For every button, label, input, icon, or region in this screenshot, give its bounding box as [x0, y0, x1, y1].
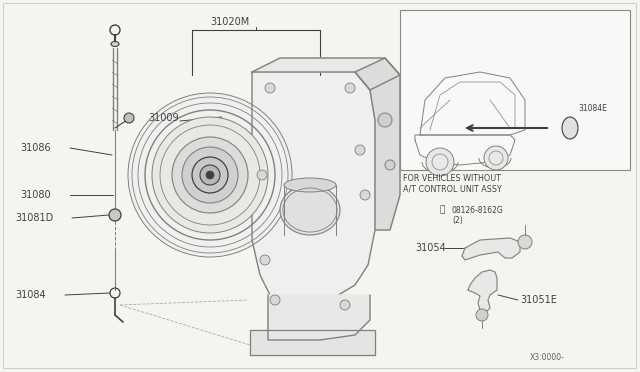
Bar [400, 10, 630, 170]
Circle shape [378, 113, 392, 127]
Text: 31020M: 31020M [211, 17, 250, 27]
Text: 31081D: 31081D [15, 213, 53, 223]
Text: 31051E: 31051E [520, 295, 557, 305]
Circle shape [484, 146, 508, 170]
Circle shape [476, 309, 488, 321]
Circle shape [360, 190, 370, 200]
Circle shape [200, 165, 220, 185]
Polygon shape [468, 270, 497, 312]
Circle shape [172, 137, 248, 213]
Polygon shape [252, 58, 400, 90]
Text: 31009: 31009 [148, 113, 179, 123]
Ellipse shape [280, 185, 340, 235]
Text: A/T CONTROL UNIT ASSY: A/T CONTROL UNIT ASSY [403, 185, 501, 193]
Ellipse shape [111, 42, 119, 46]
Circle shape [340, 300, 350, 310]
Polygon shape [268, 295, 370, 340]
Circle shape [152, 117, 268, 233]
Text: 08126-8162G: 08126-8162G [452, 205, 504, 215]
Circle shape [109, 209, 121, 221]
Text: FOR VEHICLES WITHOUT: FOR VEHICLES WITHOUT [403, 173, 501, 183]
Circle shape [270, 295, 280, 305]
Text: 31084: 31084 [15, 290, 45, 300]
Circle shape [206, 171, 214, 179]
Circle shape [128, 93, 292, 257]
Text: Ⓑ: Ⓑ [440, 205, 445, 215]
Polygon shape [355, 58, 400, 230]
Text: 31054: 31054 [415, 243, 445, 253]
Ellipse shape [284, 178, 336, 192]
Circle shape [257, 170, 267, 180]
Polygon shape [252, 72, 375, 310]
Circle shape [385, 160, 395, 170]
Text: 31086: 31086 [20, 143, 51, 153]
Text: 31080: 31080 [20, 190, 51, 200]
Circle shape [124, 113, 134, 123]
Circle shape [260, 255, 270, 265]
Circle shape [182, 147, 238, 203]
Circle shape [518, 235, 532, 249]
Ellipse shape [562, 117, 578, 139]
Text: (2): (2) [452, 215, 463, 224]
Circle shape [192, 157, 228, 193]
Polygon shape [462, 238, 520, 260]
Text: X3:0000-: X3:0000- [530, 353, 565, 362]
Text: 31084E: 31084E [578, 103, 607, 112]
Circle shape [345, 83, 355, 93]
Circle shape [355, 145, 365, 155]
Circle shape [265, 83, 275, 93]
Polygon shape [250, 330, 375, 355]
Circle shape [426, 148, 454, 176]
